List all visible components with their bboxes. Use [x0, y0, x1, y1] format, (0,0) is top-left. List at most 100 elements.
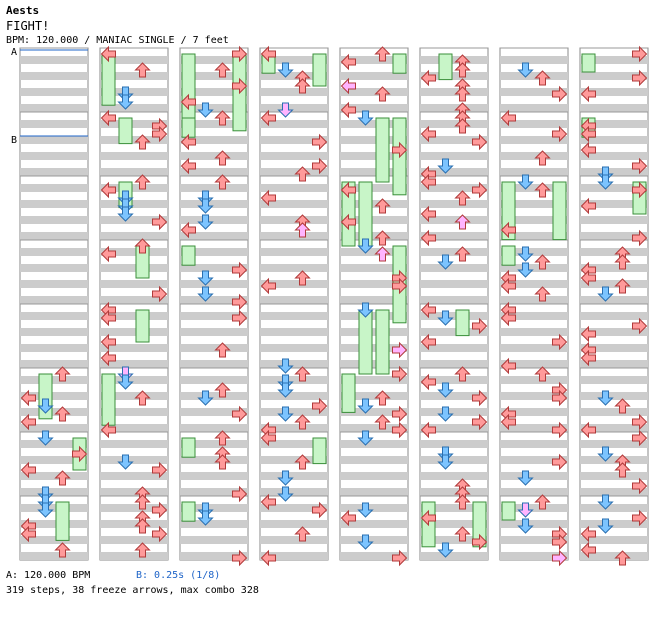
beat-stripe: [580, 312, 648, 320]
beat-stripe: [180, 344, 248, 352]
beat-stripe: [420, 328, 488, 336]
up-arrow: [614, 462, 631, 478]
beat-stripe: [180, 328, 248, 336]
arrow-shape: [454, 86, 471, 102]
beat-stripe: [260, 344, 328, 352]
left-arrow: [500, 309, 516, 327]
beat-stripe: [260, 472, 328, 480]
left-arrow: [340, 509, 356, 527]
left-arrow: [100, 45, 116, 63]
down-arrow: [517, 62, 534, 78]
beat-stripe: [20, 344, 88, 352]
arrow-shape: [180, 221, 196, 239]
beat-stripe: [500, 264, 568, 272]
right-arrow: [632, 509, 648, 527]
beat-stripe: [100, 200, 168, 208]
arrow-shape: [214, 430, 231, 446]
beat-stripe: [500, 200, 568, 208]
up-arrow: [214, 430, 231, 446]
up-arrow: [134, 518, 151, 534]
beat-stripe: [180, 104, 248, 112]
beat-stripe: [500, 344, 568, 352]
up-arrow: [294, 166, 311, 182]
beat-stripe: [420, 440, 488, 448]
beat-stripe: [100, 472, 168, 480]
arrow-shape: [294, 78, 311, 94]
up-arrow: [374, 46, 391, 62]
arrow-shape: [294, 366, 311, 382]
beat-stripe: [500, 184, 568, 192]
beat-stripe: [340, 408, 408, 416]
beat-stripe: [20, 440, 88, 448]
arrow-shape: [134, 238, 151, 254]
beat-stripe: [500, 152, 568, 160]
arrow-shape: [392, 365, 408, 383]
beat-stripe: [420, 536, 488, 544]
beat-stripe: [420, 152, 488, 160]
beat-stripe: [500, 72, 568, 80]
beat-stripe: [100, 488, 168, 496]
beat-stripe: [20, 552, 88, 560]
beat-stripe: [260, 488, 328, 496]
arrow-shape: [632, 45, 648, 63]
arrow-shape: [100, 45, 116, 63]
freeze-arrow: [375, 117, 390, 183]
beat-stripe: [420, 232, 488, 240]
marker-a-label: A: [11, 47, 18, 58]
beat-stripe: [580, 104, 648, 112]
arrow-shape: [472, 317, 488, 335]
down-arrow: [357, 302, 374, 318]
arrow-shape: [232, 485, 248, 503]
beat-stripe: [420, 216, 488, 224]
beat-stripe: [500, 504, 568, 512]
arrow-shape: [374, 246, 391, 262]
beat-stripe: [500, 280, 568, 288]
up-arrow: [54, 542, 71, 558]
arrow-shape: [134, 518, 151, 534]
beat-stripe: [580, 136, 648, 144]
beat-stripe: [420, 472, 488, 480]
arrow-shape: [312, 157, 328, 175]
left-arrow: [340, 101, 356, 119]
left-arrow: [100, 349, 116, 367]
up-arrow: [134, 542, 151, 558]
arrow-shape: [472, 413, 488, 431]
beat-stripe: [340, 360, 408, 368]
arrow-shape: [597, 174, 614, 190]
beat-stripe: [420, 296, 488, 304]
arrow-shape: [197, 390, 214, 406]
beat-stripe: [340, 424, 408, 432]
beat-stripe: [20, 184, 88, 192]
arrow-shape: [597, 518, 614, 534]
arrow-shape: [260, 45, 276, 63]
beat-stripe: [100, 232, 168, 240]
left-arrow: [100, 421, 116, 439]
freeze-arrow: [118, 117, 133, 145]
beat-stripe: [180, 200, 248, 208]
left-arrow: [500, 413, 516, 431]
left-arrow: [260, 189, 276, 207]
arrow-shape: [374, 86, 391, 102]
arrow-shape: [534, 70, 551, 86]
beat-stripe: [340, 344, 408, 352]
beat-stripe: [420, 280, 488, 288]
left-arrow: [420, 509, 436, 527]
arrow-shape: [20, 525, 36, 543]
beat-stripe: [580, 360, 648, 368]
arrow-shape: [197, 198, 214, 214]
down-arrow: [37, 502, 54, 518]
left-arrow: [420, 373, 436, 391]
down-arrow: [437, 406, 454, 422]
arrow-shape: [552, 533, 568, 551]
arrow-shape: [420, 125, 436, 143]
arrow-shape: [614, 278, 631, 294]
left-arrow: [20, 525, 36, 543]
up-arrow: [214, 174, 231, 190]
beat-stripe: [260, 248, 328, 256]
freeze-arrow: [581, 53, 596, 73]
up-arrow: [294, 270, 311, 286]
left-arrow: [180, 221, 196, 239]
up-arrow: [454, 118, 471, 134]
beat-stripe: [180, 312, 248, 320]
marker-b-label: B: [11, 135, 18, 146]
